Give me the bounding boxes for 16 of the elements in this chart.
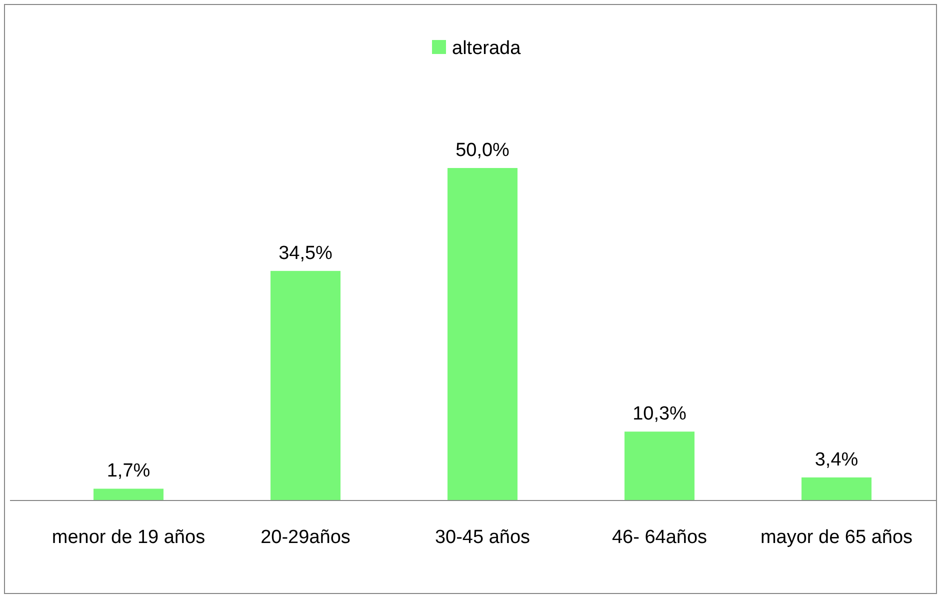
bar	[94, 488, 164, 500]
bar	[802, 477, 872, 500]
data-label: 3,4%	[814, 449, 858, 470]
bar	[624, 432, 694, 500]
x-tick-label: menor de 19 años	[52, 527, 206, 548]
data-label: 50,0%	[456, 140, 510, 161]
data-label: 1,7%	[106, 460, 150, 482]
data-label: 34,5%	[278, 242, 333, 264]
x-tick-label: mayor de 65 años	[760, 527, 913, 548]
bar	[270, 270, 340, 500]
x-tick-label: 20-29años	[260, 527, 350, 548]
data-label: 10,3%	[632, 404, 687, 425]
x-tick-label: 46- 64años	[612, 527, 708, 548]
bar	[448, 168, 518, 500]
legend-label: alterada	[452, 38, 522, 59]
x-tick-label: 30-45 años	[434, 527, 530, 548]
